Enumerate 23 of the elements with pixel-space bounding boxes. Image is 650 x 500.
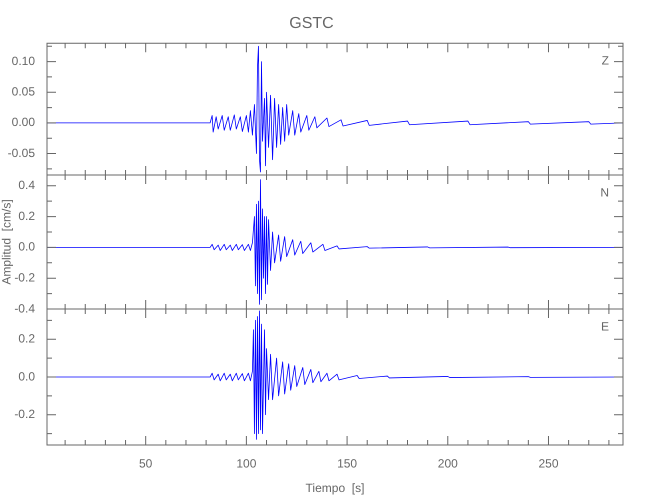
annotation: E [600,319,609,334]
y-tick-label: 0.05 [12,84,36,99]
y-tick-label: 0.00 [12,115,36,130]
x-tick-label: 250 [538,456,559,471]
y-tick-label: 0.2 [18,332,36,346]
y-tick-label: -0.4 [14,301,36,316]
annotation: N [600,185,609,200]
chart-title: GSTC [289,15,334,32]
y-tick-label: 0.0 [18,369,36,384]
y-tick-label: 0.4 [18,178,36,192]
x-tick-label: 100 [236,456,257,471]
annotation: Z [602,54,609,68]
y-tick-label: -0.05 [8,146,36,160]
x-tick-label: 200 [438,456,458,471]
y-tick-label: 0.10 [12,54,36,68]
y-axis-title: Amplitud [cm/s] [0,199,14,285]
y-tick-label: 0.0 [18,240,36,254]
x-tick-label: 150 [337,456,358,471]
y-tick-label: 0.2 [18,208,36,223]
x-axis-title: Tiempo [s] [306,481,364,496]
x-tick-label: 50 [139,456,153,471]
y-tick-label: -0.2 [14,270,36,285]
y-tick-label: -0.2 [14,407,36,422]
